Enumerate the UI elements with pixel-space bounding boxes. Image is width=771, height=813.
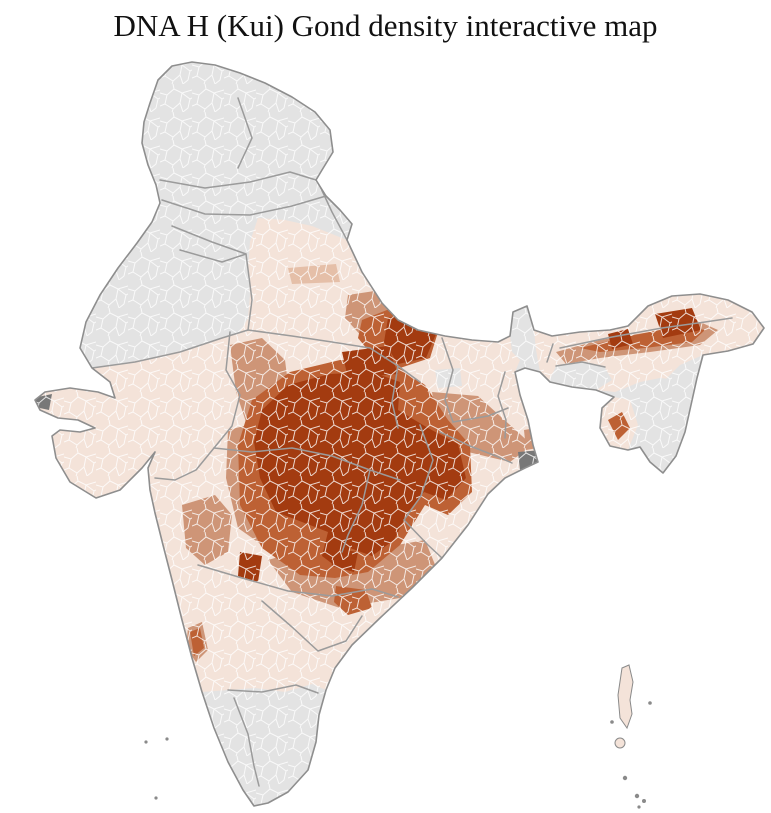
state-borders [91,97,733,787]
andaman-nicobar-group[interactable] [610,664,652,809]
nicobar-islands [648,701,652,705]
district-mesh-overlay [35,62,764,806]
lakshadweep-group[interactable] [144,737,169,800]
india-outline [34,61,765,807]
andaman-islet[interactable] [614,737,626,749]
nicobar-islands[interactable] [610,701,652,809]
lakshadweep-islands [144,740,148,744]
page-title: DNA H (Kui) Gond density interactive map [113,8,658,43]
andaman-islands[interactable] [617,664,634,730]
